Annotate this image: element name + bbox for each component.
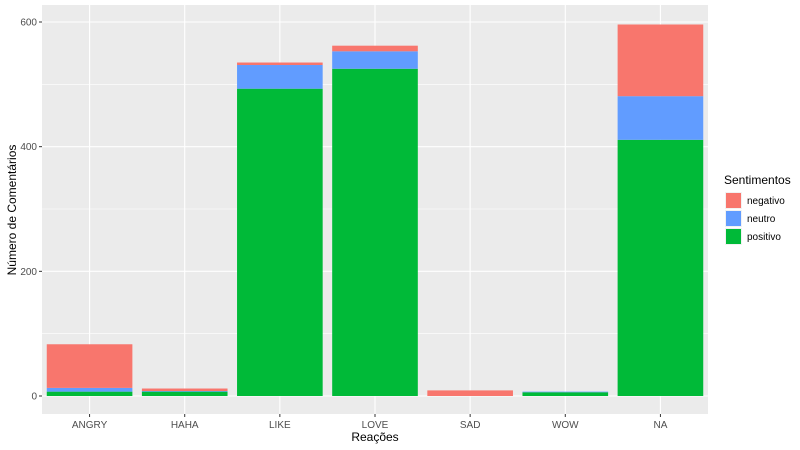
x-tick-label: HAHA (171, 420, 199, 431)
bar-segment-negativo-angry (46, 344, 133, 388)
bar-segment-positivo-haha (141, 391, 228, 396)
bar-segment-neutro-wow (522, 391, 609, 393)
bar-segment-negativo-na (617, 24, 704, 97)
bar-segment-neutro-haha (141, 391, 228, 392)
x-tick-label: NA (653, 420, 667, 431)
y-axis-title: Número de Comentários (5, 145, 19, 276)
bar-segment-positivo-love (332, 68, 418, 396)
legend-swatch-neutro (726, 211, 741, 226)
bar-segment-positivo-angry (46, 391, 133, 396)
x-axis-title: Reações (351, 430, 398, 444)
bar-segment-positivo-like (237, 88, 323, 397)
x-tick-label: WOW (552, 420, 579, 431)
bar-segment-neutro-na (617, 96, 704, 140)
bar-segment-negativo-sad (427, 390, 513, 396)
x-axis: ANGRY HAHA LIKE LOVE SAD WOW NA (72, 414, 668, 431)
legend-label-negativo: negativo (747, 196, 785, 207)
legend-label-neutro: neutro (747, 214, 776, 225)
bar-segment-negativo-haha (141, 388, 228, 392)
legend: Sentimentos negativo neutro positivo (724, 173, 791, 245)
x-tick-label: SAD (460, 420, 481, 431)
legend-label-positivo: positivo (747, 232, 781, 243)
y-tick-label: 200 (20, 267, 37, 278)
legend-title: Sentimentos (724, 173, 791, 187)
bar-segment-positivo-wow (522, 392, 609, 396)
y-tick-label: 0 (31, 392, 37, 403)
bar-segment-neutro-love (332, 51, 418, 69)
y-axis: 0 200 400 600 (20, 18, 42, 403)
x-tick-label: LOVE (362, 420, 389, 431)
bar-segment-negativo-love (332, 45, 418, 52)
x-tick-label: ANGRY (72, 420, 108, 431)
bars (46, 24, 704, 397)
legend-swatch-negativo (726, 193, 741, 208)
y-tick-label: 600 (20, 18, 37, 29)
bar-segment-positivo-na (617, 139, 704, 396)
legend-swatch-positivo (726, 229, 741, 244)
bar-segment-negativo-like (237, 62, 323, 66)
y-tick-label: 400 (20, 142, 37, 153)
x-tick-label: LIKE (269, 420, 291, 431)
bar-segment-neutro-like (237, 65, 323, 89)
bar-segment-neutro-angry (46, 387, 133, 392)
